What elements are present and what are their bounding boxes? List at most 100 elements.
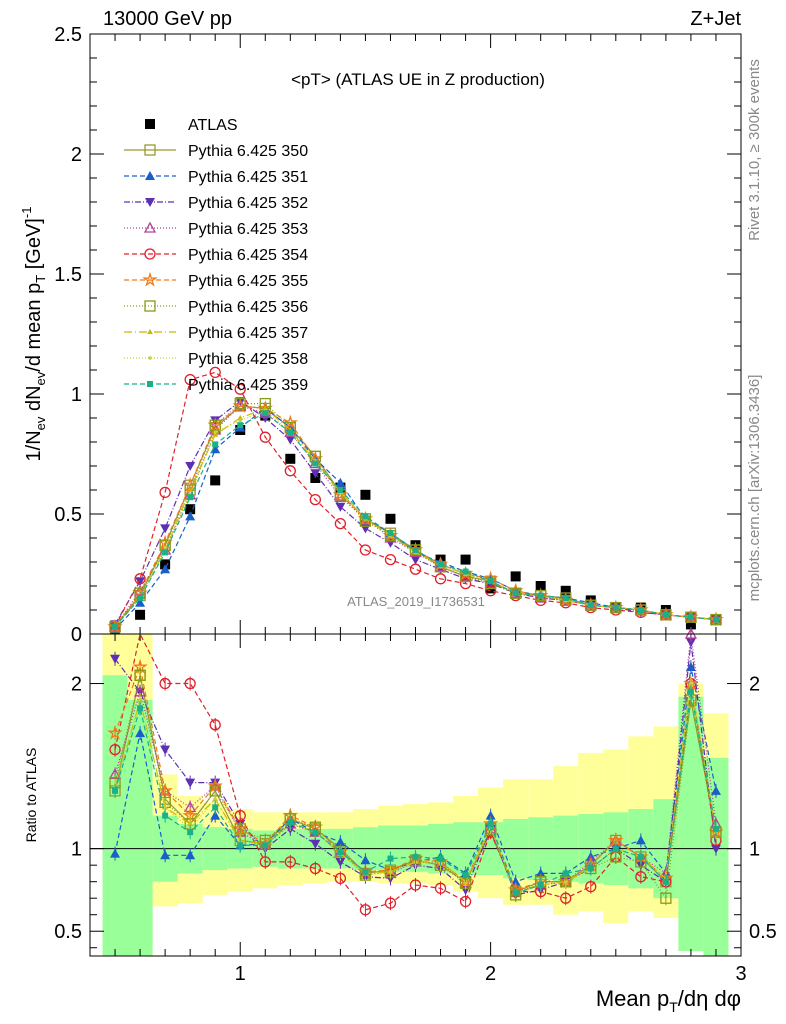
xlabel: Mean pT/dη dφ [596,986,741,1015]
legend-label: ATLAS [188,117,238,134]
ratio-point [213,797,217,801]
ratio-series-pythia-6.425-359 [112,684,719,901]
ratio-point [185,778,196,788]
data-point [557,592,574,608]
data-point [112,623,119,630]
data-point [612,604,619,611]
data-point [434,573,447,585]
data-point [687,614,694,621]
data-point [160,524,171,534]
main-axes: 0 0.5 1 1.5 2 2.5 [54,24,742,646]
data-point [535,581,546,591]
xtick-label: 3 [735,963,746,985]
data-point [460,554,471,565]
data-point [662,611,669,618]
ratio-point [637,853,644,860]
ratio-point [712,825,719,832]
data-point [160,564,171,574]
ratio-point [284,856,296,868]
ratio-point [387,855,394,862]
ratio-point [234,809,246,822]
ratio-point [335,837,346,847]
xtick-label: 2 [485,963,496,985]
legend-marker [148,356,152,360]
data-point [185,462,196,471]
data-point [135,609,146,620]
legend-label: Pythia 6.425 355 [188,273,308,290]
series-pythia-6.425-359 [112,410,719,630]
data-point [409,544,422,556]
data-point [332,486,349,502]
data-point [562,595,569,601]
ratio-point [112,787,119,794]
ratio-point [337,848,344,855]
data-point [282,414,299,430]
legend-marker [147,381,153,387]
legend-marker [145,171,155,180]
data-point [512,590,519,597]
data-point [360,489,371,500]
data-point [312,460,319,467]
ratio-point [360,855,371,865]
ratio-point [362,868,369,875]
main-ytick-label: 0.5 [54,504,82,526]
ratio-point [110,654,121,664]
legend-marker [142,271,158,287]
data-point [685,619,696,630]
ratio-point [359,904,372,916]
data-point [260,414,271,423]
data-point [457,565,474,581]
data-point [537,592,544,599]
data-point [335,502,346,512]
data-point [234,399,247,411]
main-title: <pT> (ATLAS UE in Z production) [291,70,545,89]
main-ytick-label: 1.5 [54,264,82,286]
data-point [384,553,397,566]
ratio-point [159,677,171,690]
data-point [187,487,194,492]
ratio-point [689,681,693,686]
ratio-point [710,844,721,854]
ratio-plot-marks [107,627,724,917]
ratio-point [710,785,721,795]
ratio-point [187,829,194,836]
legend-label: Pythia 6.425 353 [188,221,308,238]
main-ytick-label: 2 [71,144,82,166]
data-point [137,595,144,601]
data-point [587,602,594,609]
ratio-point [487,820,494,827]
data-point [382,527,399,543]
ratio-point [259,856,271,868]
ratio-bands [102,634,729,956]
series-pythia-6.425-354 [109,366,722,633]
data-point [309,493,321,506]
data-point [510,571,521,582]
watermark: ATLAS_2019_I1736531 [347,594,485,609]
data-point [409,563,422,575]
legend-marker [147,329,153,334]
ratio-point [109,743,121,756]
ratio-point [660,892,672,904]
ratio-point [137,705,144,712]
data-point [163,545,167,550]
ratio-point [510,876,521,886]
ratio-ylabel: Ratio to ATLAS [23,748,39,843]
ratio-point [384,897,397,909]
data-point [262,405,269,411]
rivet-label: Rivet 3.1.10, ≥ 300k events [746,59,763,241]
ratio-point [612,845,619,852]
data-point [334,517,347,530]
data-point [207,417,223,432]
legend-label: Pythia 6.425 357 [188,325,308,342]
ratio-ytick-label-right: 1 [749,839,760,861]
data-point [209,366,221,379]
legend-marker [144,144,156,156]
data-point [159,486,171,499]
series-line [114,400,717,625]
band-inner [102,675,128,956]
data-point [234,383,246,395]
series-line [114,405,717,628]
ratio-point [685,638,696,648]
ratio-point [184,677,196,690]
data-point [357,510,374,526]
